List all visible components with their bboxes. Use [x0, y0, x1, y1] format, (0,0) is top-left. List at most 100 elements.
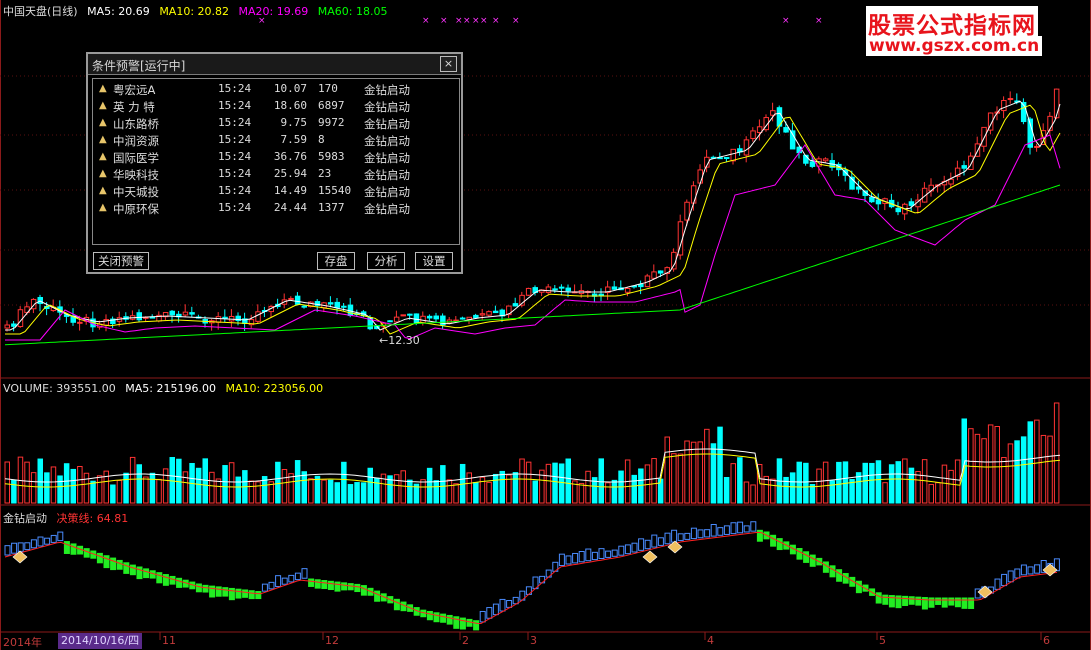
volume-bar — [156, 478, 162, 504]
alert-volume: 170 — [318, 82, 338, 95]
candle-body — [162, 312, 169, 318]
volume-bar — [479, 476, 486, 504]
alert-row[interactable]: ▲ 粤宏远A 15:24 10.07 170 金钻启动 — [93, 81, 459, 98]
alert-list[interactable]: ▲ 粤宏远A 15:24 10.07 170 金钻启动 ▲ 英 力 特 15:2… — [92, 78, 460, 245]
dialog-title-bar[interactable]: 条件预警[运行中] × — [88, 54, 461, 75]
indicator-block — [671, 529, 678, 543]
indicator-block — [57, 531, 64, 542]
candle-body — [987, 112, 994, 131]
alert-signal: 金钻启动 — [364, 168, 410, 182]
alert-time: 15:24 — [218, 167, 252, 180]
alert-row[interactable]: ▲ 中原环保 15:24 24.44 1377 金钻启动 — [93, 200, 459, 217]
indicator-block — [83, 548, 90, 558]
condition-alert-dialog[interactable]: 条件预警[运行中] × ▲ 粤宏远A 15:24 10.07 170 金钻启动 … — [86, 52, 463, 274]
alert-signal: 金钻启动 — [364, 202, 410, 216]
volume-bar — [195, 467, 202, 504]
volume-bar — [578, 482, 585, 504]
volume-bar — [730, 463, 736, 504]
close-alert-button[interactable]: 关闭预警 — [93, 252, 149, 270]
indicator-block — [770, 534, 777, 547]
candle-body — [598, 293, 604, 296]
volume-bar — [611, 479, 618, 504]
indicator-block — [248, 590, 255, 600]
volume-bar — [30, 472, 37, 504]
candle-body — [37, 297, 43, 305]
indicator-block — [275, 575, 282, 588]
axis-month-6: 6 — [1043, 634, 1050, 647]
candle-body — [222, 316, 228, 319]
volume-bar — [360, 482, 367, 504]
alert-price: 24.44 — [273, 201, 307, 214]
decision-line-value: 决策线: 64.81 — [56, 512, 129, 525]
volume-bar — [374, 477, 380, 504]
volume-bar — [737, 457, 743, 504]
indicator-block — [393, 598, 400, 611]
candle-body — [459, 317, 466, 320]
indicator-block — [888, 595, 895, 608]
close-icon[interactable]: × — [440, 56, 457, 72]
indicator-block — [499, 598, 506, 612]
volume-bar — [400, 470, 406, 504]
indicator-block — [1001, 573, 1008, 587]
indicator-block — [1020, 564, 1027, 576]
volume-bar — [90, 480, 96, 504]
indicator-block — [961, 597, 968, 609]
arrow-up-icon: ▲ — [99, 134, 107, 145]
candle-body — [486, 311, 492, 316]
stock-name: 国际医学 — [113, 151, 159, 165]
candle-body — [334, 301, 340, 308]
indicator-block — [1007, 570, 1014, 583]
candle-body — [605, 286, 611, 293]
candle-body — [770, 110, 776, 116]
candle-body — [169, 310, 175, 316]
settings-button[interactable]: 设置 — [415, 252, 453, 270]
indicator-block — [268, 581, 275, 590]
alert-row[interactable]: ▲ 中润资源 15:24 7.59 8 金钻启动 — [93, 132, 459, 149]
volume-bar — [123, 472, 129, 504]
alert-price: 25.94 — [273, 167, 307, 180]
volume-bar — [235, 476, 241, 504]
candle-body — [948, 178, 954, 185]
volume-bar — [136, 464, 142, 504]
candle-body — [1047, 115, 1053, 131]
indicator-block — [565, 555, 572, 565]
alert-volume: 9972 — [318, 116, 345, 129]
indicator-block — [334, 581, 341, 592]
volume-bar — [440, 465, 446, 504]
volume-bar — [413, 483, 420, 504]
volume-bar — [492, 473, 499, 504]
candle-body — [789, 130, 796, 150]
volume-bar — [420, 479, 426, 504]
alert-time: 15:24 — [218, 184, 252, 197]
indicator-block — [908, 596, 915, 605]
alert-volume: 15540 — [318, 184, 352, 197]
analyze-button[interactable]: 分析 — [367, 252, 405, 270]
volume-bar — [1027, 421, 1033, 504]
signal-marker: × — [258, 16, 266, 26]
volume-bar — [882, 482, 888, 504]
indicator-blocks — [4, 521, 1060, 631]
indicator-block — [24, 542, 31, 551]
alert-row[interactable]: ▲ 英 力 特 15:24 18.60 6897 金钻启动 — [93, 98, 459, 115]
volume-bar — [1020, 436, 1027, 504]
volume-bar — [915, 471, 921, 504]
alert-row[interactable]: ▲ 国际医学 15:24 36.76 5983 金钻启动 — [93, 149, 459, 166]
save-button[interactable]: 存盘 — [317, 252, 355, 270]
indicator-block — [664, 532, 671, 545]
volume-bar — [209, 471, 215, 504]
candle-body — [182, 311, 189, 316]
volume-bar — [908, 467, 915, 504]
volume-bar — [261, 476, 268, 504]
alert-price: 9.75 — [280, 116, 308, 129]
alert-price: 14.49 — [273, 184, 307, 197]
indicator-block — [156, 572, 163, 584]
volume-bar — [869, 462, 875, 504]
stock-title: 中国天盘(日线) — [3, 5, 78, 18]
alert-row[interactable]: ▲ 华映科技 15:24 25.94 23 金钻启动 — [93, 166, 459, 183]
axis-month-2: 2 — [462, 634, 469, 647]
alert-row[interactable]: ▲ 中天城投 15:24 14.49 15540 金钻启动 — [93, 183, 459, 200]
alert-row[interactable]: ▲ 山东路桥 15:24 9.75 9972 金钻启动 — [93, 115, 459, 132]
indicator-block — [492, 603, 499, 616]
volume-bar — [466, 472, 472, 504]
